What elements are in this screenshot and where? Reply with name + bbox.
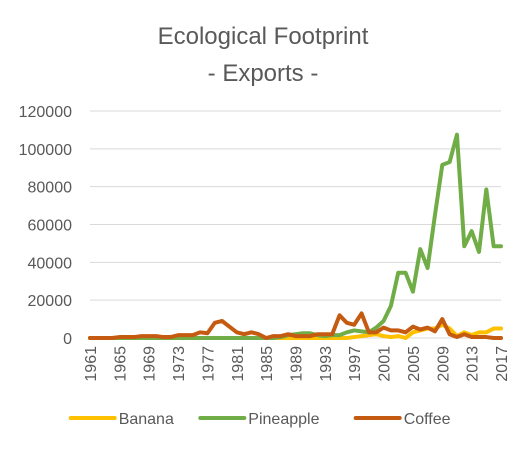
legend: Banana Pineapple Coffee: [68, 411, 451, 428]
y-tick-label: 60000: [28, 218, 73, 235]
series-line-pineapple: [88, 132, 503, 340]
y-tick-label: 40000: [28, 255, 73, 272]
x-tick-label: 1961: [83, 346, 100, 382]
y-tick-label: 20000: [28, 293, 73, 310]
x-tick-label: 1989: [289, 346, 306, 382]
y-tick-label: 80000: [28, 180, 73, 197]
series-line-coffee: [88, 311, 503, 340]
x-tick-label: 2017: [494, 346, 511, 382]
x-tick-label: 1981: [230, 346, 247, 382]
gridlines: [90, 110, 501, 301]
x-tick-label: 1985: [259, 346, 276, 382]
y-tick-label: 120000: [19, 104, 72, 121]
x-tick-label: 2009: [435, 346, 452, 382]
x-tick-label: 1977: [200, 346, 217, 382]
x-tick-label: 1997: [347, 346, 364, 382]
x-tick-label: 2001: [377, 346, 394, 382]
legend-label-banana: Banana: [119, 411, 174, 428]
x-tick-label: 1965: [112, 346, 129, 382]
y-tick-label: 0: [63, 331, 72, 348]
axes: 0 20000 40000 60000 80000 100000 120000 1961 196…: [19, 104, 511, 382]
x-tick-label: 1969: [142, 346, 159, 382]
x-tick-label: 2005: [406, 346, 423, 382]
x-tick-label: 1993: [318, 346, 335, 382]
legend-label-pineapple: Pineapple: [248, 411, 319, 428]
series-lines: [88, 132, 503, 340]
chart-title-line-1: Ecological Footprint: [158, 23, 369, 50]
y-tick-label: 100000: [19, 142, 72, 159]
chart-title-line-2: - Exports -: [208, 60, 319, 87]
x-tick-label: 1973: [171, 346, 188, 382]
legend-label-coffee: Coffee: [404, 411, 451, 428]
x-tick-label: 2013: [465, 346, 482, 382]
